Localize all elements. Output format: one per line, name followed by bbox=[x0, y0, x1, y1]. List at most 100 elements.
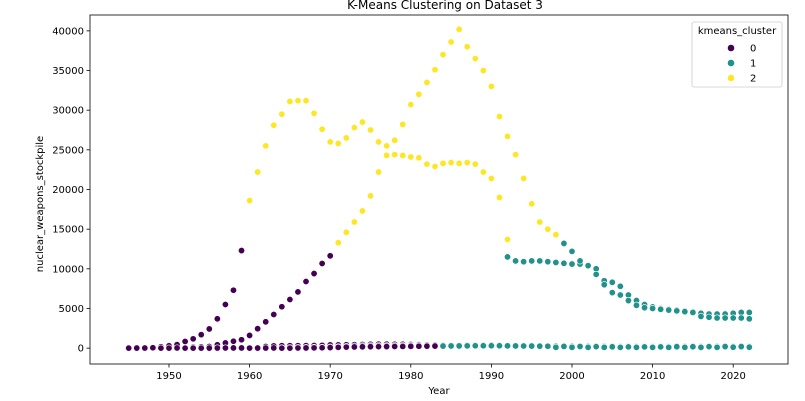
data-point bbox=[399, 151, 407, 159]
data-point bbox=[657, 343, 665, 351]
data-point bbox=[366, 343, 374, 351]
data-point bbox=[624, 297, 632, 305]
data-point bbox=[342, 228, 350, 236]
data-point bbox=[391, 342, 399, 350]
data-point bbox=[358, 207, 366, 215]
data-point bbox=[149, 344, 157, 352]
data-point bbox=[737, 343, 745, 351]
legend-label: 2 bbox=[750, 74, 756, 85]
data-point bbox=[528, 200, 536, 208]
data-point bbox=[415, 90, 423, 98]
data-point bbox=[616, 291, 624, 299]
data-point bbox=[584, 262, 592, 270]
x-tick-label: 1970 bbox=[317, 371, 342, 382]
data-point bbox=[705, 343, 713, 351]
legend-marker bbox=[727, 74, 735, 82]
data-point bbox=[383, 343, 391, 351]
x-tick-label: 1950 bbox=[156, 371, 181, 382]
data-point bbox=[197, 331, 205, 339]
data-point bbox=[254, 344, 262, 352]
data-point bbox=[681, 343, 689, 351]
data-point bbox=[455, 25, 463, 33]
data-point bbox=[689, 343, 697, 351]
data-point bbox=[383, 151, 391, 159]
data-point bbox=[495, 193, 503, 201]
data-point bbox=[358, 118, 366, 126]
data-point bbox=[544, 225, 552, 233]
data-point bbox=[205, 344, 213, 352]
data-point bbox=[375, 168, 383, 176]
data-point bbox=[326, 138, 334, 146]
data-point bbox=[133, 344, 141, 352]
data-point bbox=[334, 239, 342, 247]
data-point bbox=[294, 97, 302, 105]
data-point bbox=[189, 335, 197, 343]
y-tick-label: 20000 bbox=[52, 185, 84, 196]
data-point bbox=[495, 342, 503, 350]
data-point bbox=[334, 343, 342, 351]
data-point bbox=[463, 159, 471, 167]
data-point bbox=[326, 252, 334, 260]
data-point bbox=[246, 344, 254, 352]
data-point bbox=[197, 344, 205, 352]
data-point bbox=[310, 344, 318, 352]
data-point bbox=[302, 278, 310, 286]
data-point bbox=[278, 344, 286, 352]
legend-title: kmeans_cluster bbox=[698, 26, 777, 37]
data-point bbox=[616, 282, 624, 290]
data-point bbox=[657, 305, 665, 313]
data-point bbox=[592, 343, 600, 351]
data-point bbox=[713, 343, 721, 351]
data-point bbox=[487, 82, 495, 90]
data-point bbox=[399, 120, 407, 128]
data-point bbox=[504, 132, 512, 140]
data-point bbox=[326, 344, 334, 352]
data-point bbox=[552, 258, 560, 266]
data-point bbox=[415, 342, 423, 350]
axes-frame bbox=[89, 14, 789, 365]
data-point bbox=[504, 342, 512, 350]
data-point bbox=[729, 314, 737, 322]
data-point bbox=[665, 343, 673, 351]
x-axis: 1950 1960 1970 1980 1990 2000 2010 2020 bbox=[156, 364, 746, 382]
data-point bbox=[608, 343, 616, 351]
legend: kmeans_cluster 0 1 2 bbox=[691, 21, 783, 88]
data-point bbox=[334, 140, 342, 148]
data-point bbox=[641, 343, 649, 351]
data-point bbox=[479, 67, 487, 75]
data-point bbox=[487, 174, 495, 182]
data-point bbox=[294, 288, 302, 296]
data-point bbox=[238, 344, 246, 352]
data-point bbox=[423, 160, 431, 168]
data-point bbox=[608, 278, 616, 286]
y-tick-label: 0 bbox=[78, 344, 84, 355]
data-point bbox=[431, 163, 439, 171]
data-point bbox=[649, 304, 657, 312]
data-point bbox=[536, 342, 544, 350]
data-point bbox=[286, 344, 294, 352]
data-point bbox=[673, 307, 681, 315]
data-point bbox=[213, 315, 221, 323]
data-point bbox=[221, 301, 229, 309]
data-point bbox=[600, 343, 608, 351]
data-point bbox=[487, 342, 495, 350]
y-tick-label: 5000 bbox=[59, 304, 84, 315]
y-tick-label: 25000 bbox=[52, 145, 84, 156]
data-point bbox=[455, 159, 463, 167]
data-point bbox=[512, 257, 520, 265]
data-point bbox=[262, 142, 270, 150]
data-point bbox=[165, 344, 173, 352]
data-point bbox=[350, 343, 358, 351]
x-tick-label: 1960 bbox=[237, 371, 262, 382]
data-point bbox=[528, 257, 536, 265]
data-point bbox=[302, 344, 310, 352]
data-point bbox=[205, 325, 213, 333]
data-point bbox=[552, 231, 560, 239]
data-point bbox=[366, 126, 374, 134]
data-point bbox=[407, 153, 415, 161]
data-point bbox=[745, 315, 753, 323]
y-tick-label: 10000 bbox=[52, 264, 84, 275]
data-point bbox=[495, 113, 503, 121]
